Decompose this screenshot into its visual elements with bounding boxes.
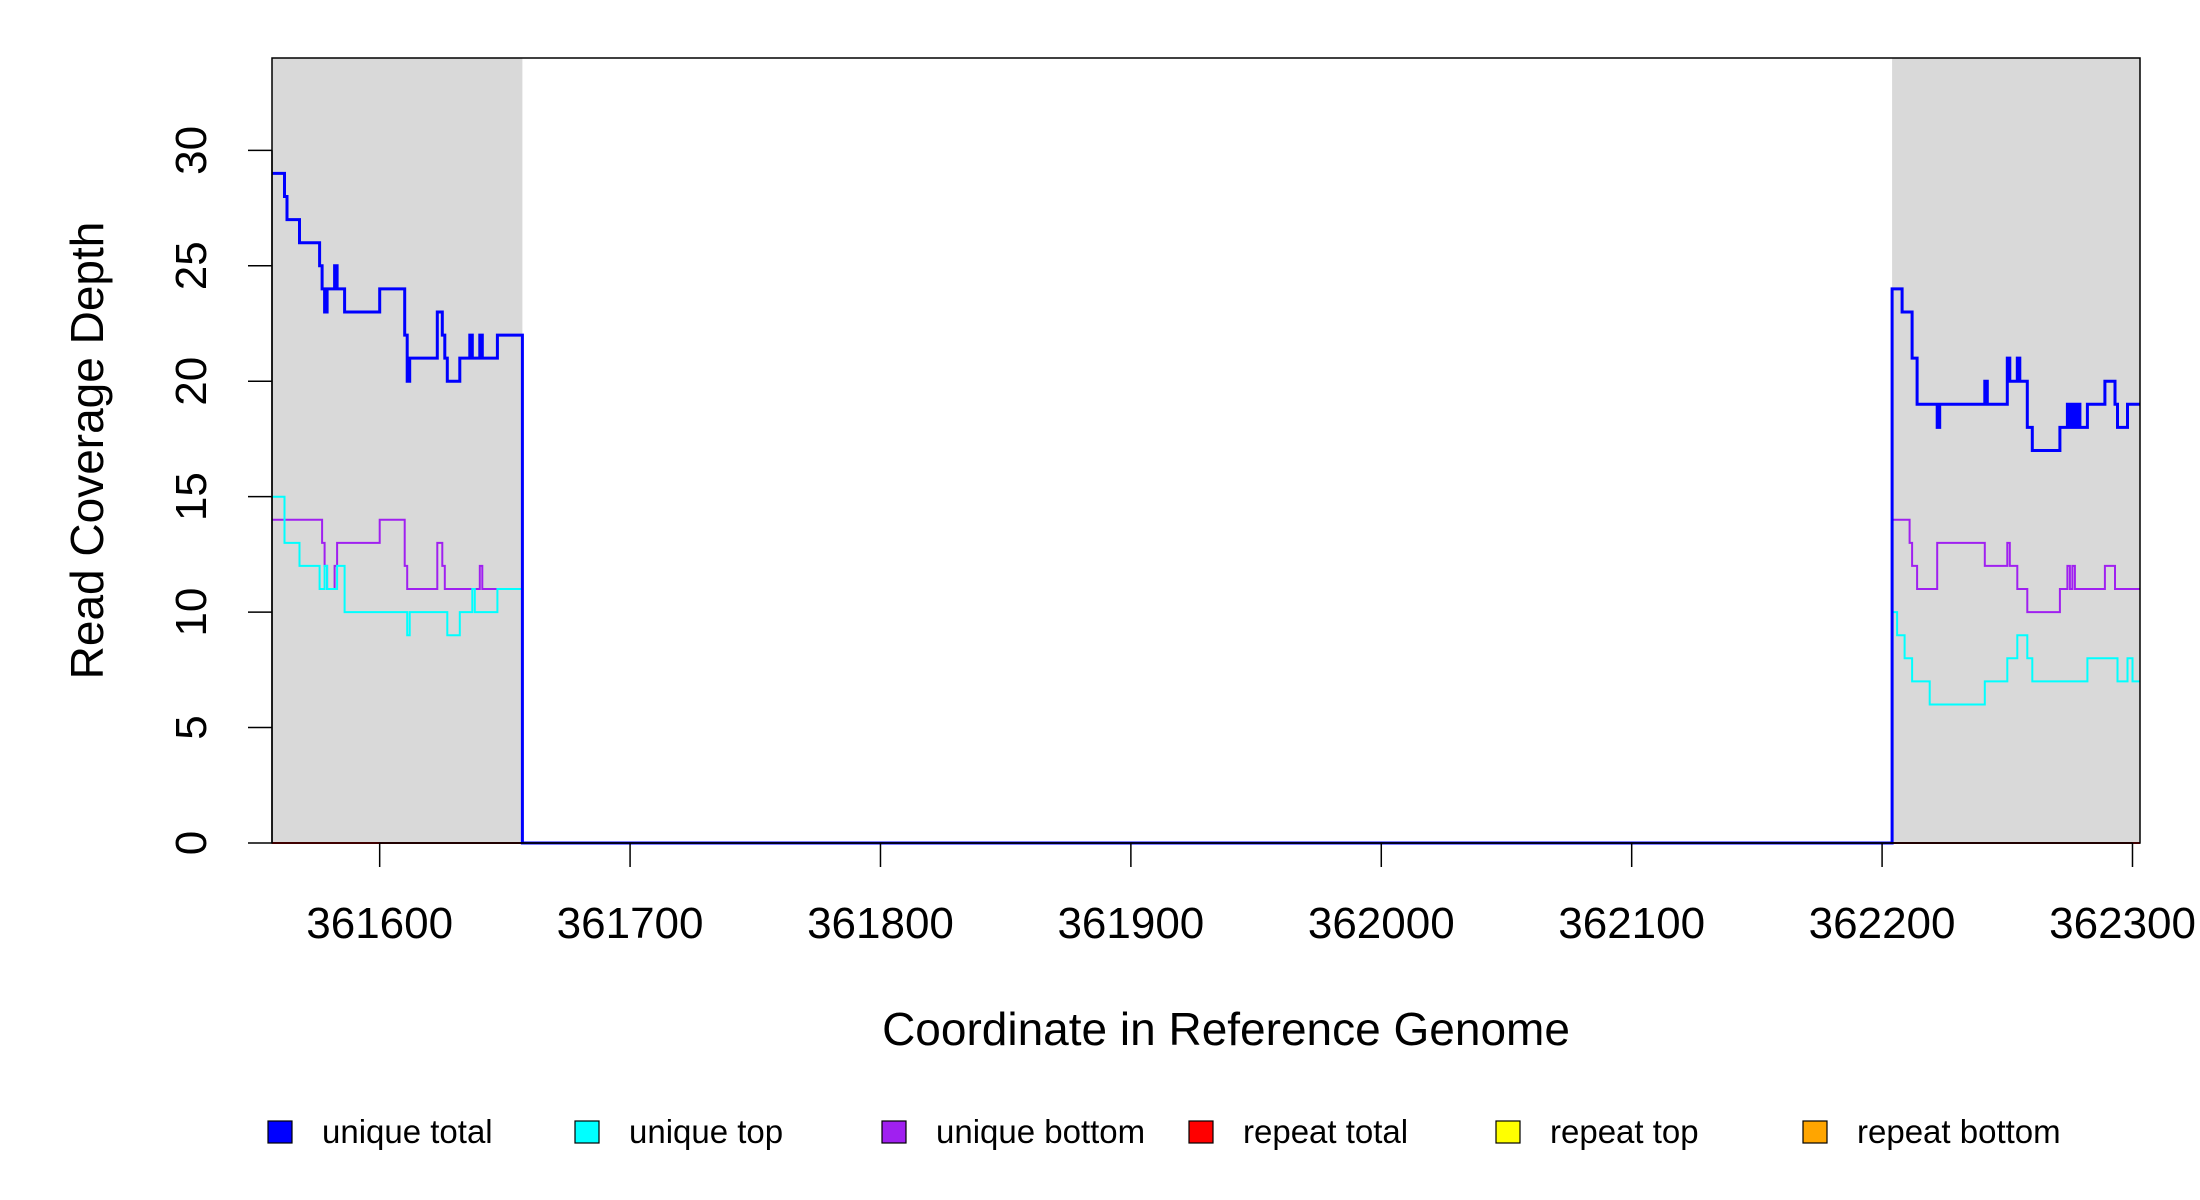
series-lines bbox=[272, 171, 2140, 845]
x-tick-label-361600: 361600 bbox=[306, 899, 453, 948]
legend-swatch-repeat-total bbox=[1188, 1120, 1214, 1144]
plot-frame bbox=[271, 57, 2141, 844]
x-tick-label-361700: 361700 bbox=[557, 899, 704, 948]
y-axis: 0 5 10 15 20 25 30 bbox=[167, 126, 273, 855]
legend-label-repeat-total: repeat total bbox=[1243, 1113, 1408, 1150]
x-tick-label-362000: 362000 bbox=[1308, 899, 1455, 948]
series-line-unique-total bbox=[272, 171, 2140, 845]
x-tick-label-362100: 362100 bbox=[1558, 899, 1705, 948]
legend-label-repeat-bottom: repeat bottom bbox=[1857, 1113, 2061, 1150]
x-tick-label-361900: 361900 bbox=[1057, 899, 1204, 948]
legend-label-unique-total: unique total bbox=[322, 1113, 493, 1150]
y-tick-label-5: 5 bbox=[167, 715, 216, 739]
x-axis-title: Coordinate in Reference Genome bbox=[882, 1003, 1570, 1055]
shaded-region-2 bbox=[1892, 58, 2140, 843]
shaded-region-1 bbox=[272, 58, 523, 843]
legend-label-repeat-top: repeat top bbox=[1550, 1113, 1699, 1150]
legend-label-unique-top: unique top bbox=[629, 1113, 783, 1150]
y-tick-label-15: 15 bbox=[167, 472, 216, 521]
x-tick-label-361800: 361800 bbox=[807, 899, 954, 948]
legend: unique total unique top unique bottom repea… bbox=[267, 1113, 2061, 1150]
y-tick-label-10: 10 bbox=[167, 588, 216, 637]
legend-swatch-unique-top bbox=[574, 1120, 600, 1144]
x-tick-label-362300: 362300 bbox=[2049, 899, 2196, 948]
shaded-regions bbox=[272, 58, 2140, 843]
y-axis-title: Read Coverage Depth bbox=[61, 222, 113, 680]
y-tick-label-25: 25 bbox=[167, 241, 216, 290]
y-tick-label-30: 30 bbox=[167, 126, 216, 175]
x-axis: 361600 361700 361800 361900 362000 362100 3622… bbox=[306, 842, 2196, 948]
series-line-unique-top bbox=[272, 495, 2140, 844]
legend-swatch-repeat-bottom bbox=[1802, 1120, 1828, 1144]
series-line-unique-bottom bbox=[272, 518, 2140, 844]
y-tick-label-20: 20 bbox=[167, 357, 216, 406]
y-tick-label-0: 0 bbox=[167, 831, 216, 855]
legend-label-unique-bottom: unique bottom bbox=[936, 1113, 1145, 1150]
legend-swatch-repeat-top bbox=[1495, 1120, 1521, 1144]
legend-swatch-unique-total bbox=[267, 1120, 293, 1144]
legend-swatch-unique-bottom bbox=[881, 1120, 907, 1144]
x-tick-label-362200: 362200 bbox=[1809, 899, 1956, 948]
